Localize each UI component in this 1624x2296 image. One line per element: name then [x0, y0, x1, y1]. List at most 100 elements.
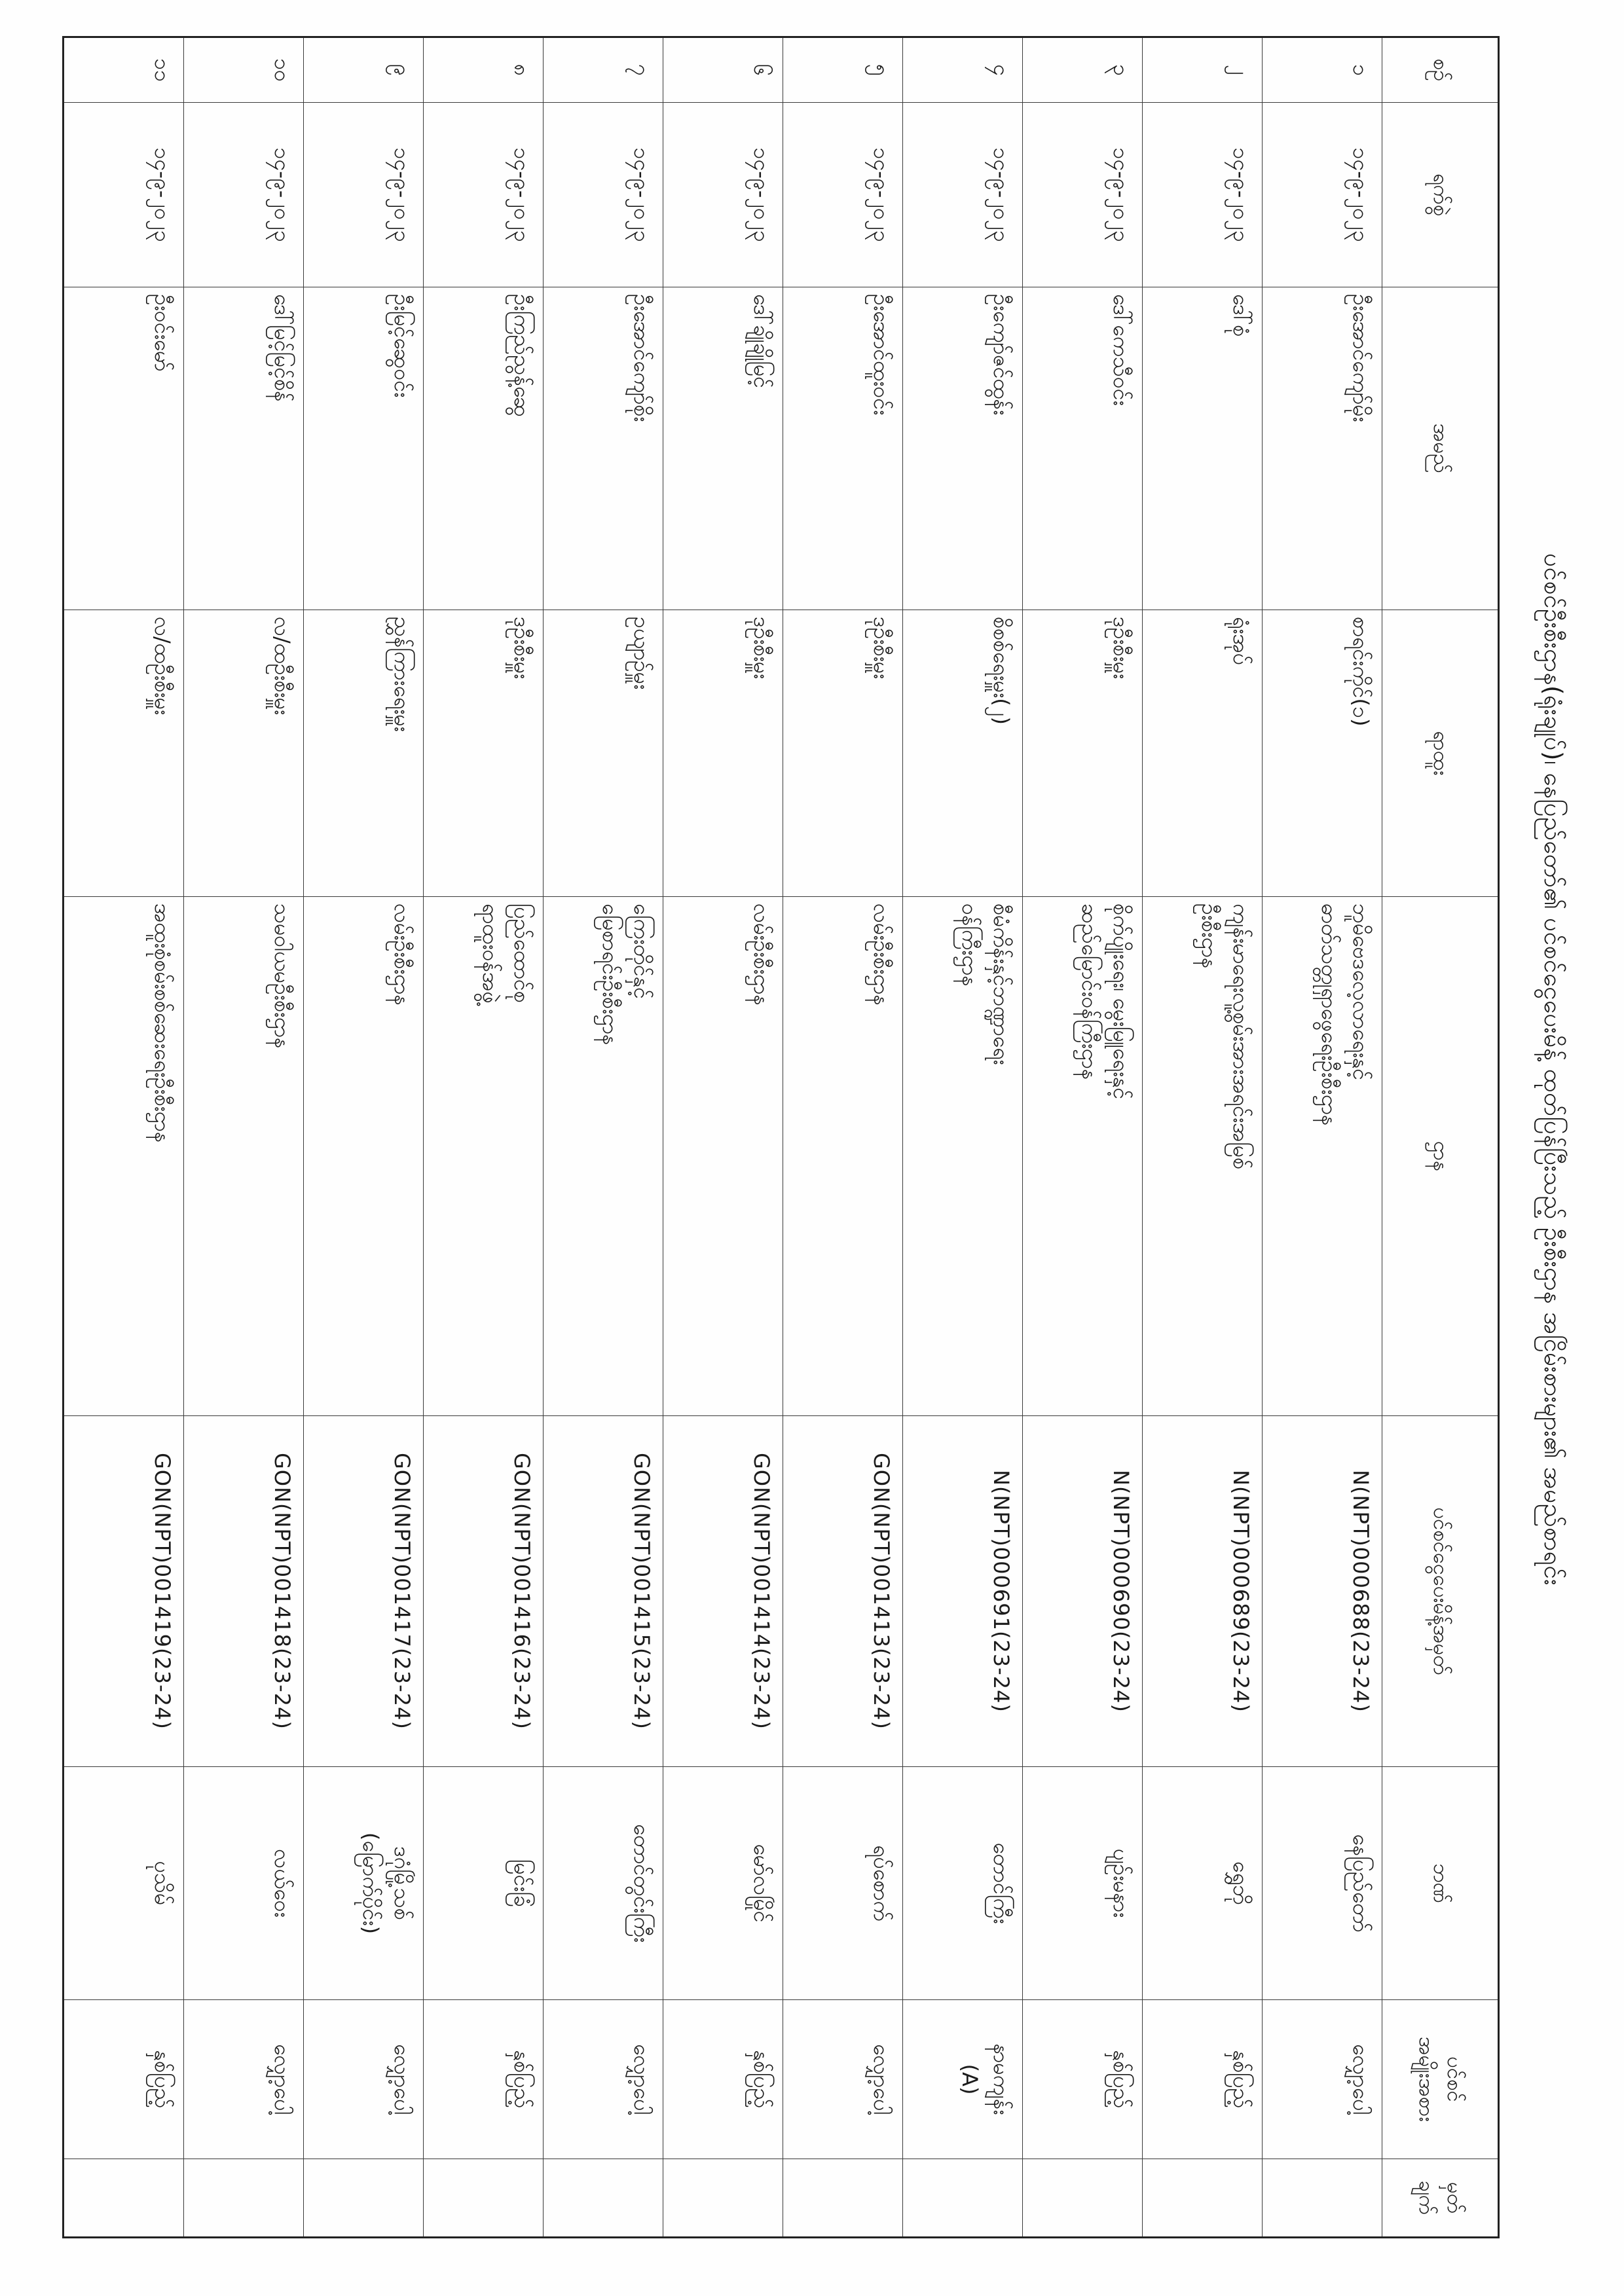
cell-bank-line: မော်လမြိုင် — [749, 1844, 774, 1923]
cell-bank-line: ဒဂုံမြို့သစ် — [390, 1846, 415, 1920]
header-serial: စဉ် — [1382, 37, 1499, 103]
header-date: ရက်စွဲ — [1382, 102, 1499, 287]
cell-remark — [183, 2159, 304, 2238]
cell-remark — [543, 2159, 663, 2238]
cell-serial: ၇ — [543, 37, 663, 103]
cell-name-line: ဦးအောင်ထူးဝင်း — [869, 294, 894, 416]
table-row: ၅၁၄-၉-၂၀၂၃ဦးအောင်ထူးဝင်းဒုဦးစီးမှူးလမ်းဦ… — [783, 37, 903, 2238]
cell-order-no: GON(NPT)001419(23-24) — [63, 1415, 184, 1767]
cell-department-line: စီမံကိန်းနှင့်ဘဏ္ဍာရေး — [989, 903, 1014, 1065]
cell-name: ဦးအောင်ကျော်မိုး — [1262, 287, 1382, 610]
cell-serial-line: ၆ — [749, 64, 774, 76]
cell-pension-type-line: လျှော့ပေါ့ — [390, 2044, 415, 2115]
cell-bank-line: (မြောက်ပိုင်း) — [358, 1832, 383, 1935]
cell-serial: ၄ — [902, 37, 1023, 103]
cell-bank-line: ပုသိမ် — [150, 1861, 175, 1906]
cell-date-line: ၁၄-၉-၂၀၂၃ — [989, 147, 1014, 242]
cell-bank: ရပ်စောက် — [783, 1766, 903, 2000]
cell-pension-type-line: နာမကျန်း — [989, 2043, 1014, 2115]
cell-department-line: ဦးစီးဌာန — [1197, 903, 1222, 969]
cell-order-no: N(NPT)000691(23-24) — [902, 1415, 1023, 1767]
header-order-no: ပင်စင်ငွေပေးမိန့်အမှတ် — [1382, 1415, 1499, 1767]
cell-order-no: GON(NPT)001413(23-24) — [783, 1415, 903, 1767]
cell-date: ၁၄-၉-၂၀၂၃ — [783, 102, 903, 287]
cell-pension-type-line: လျှော့ပေါ့ — [270, 2044, 295, 2115]
cell-name: ဒေါ်မြင့်မြင့်စိန် — [183, 287, 304, 610]
cell-name-line: ဒေါ်စုံ — [1228, 294, 1253, 337]
cell-bank-line: တောင်ကြီး — [989, 1842, 1014, 1924]
cell-name: ဒေါ်ချိုချိုမြင့် — [663, 287, 783, 610]
cell-pension-type-line: လျှော့ပေါ့ — [869, 2044, 894, 2115]
cell-serial-line: ၅ — [869, 64, 894, 76]
cell-name-line: ဦးဝင်းမော် — [150, 294, 175, 372]
header-department: ဌာန — [1382, 896, 1499, 1416]
header-name: အမည် — [1382, 287, 1499, 610]
cell-order-no-line: N(NPT)000688(23-24) — [1348, 1470, 1373, 1713]
cell-position: ညွှန်ကြားရေးမှူး — [303, 610, 424, 897]
cell-date-line: ၁၄-၉-၂၀၂၃ — [509, 147, 534, 242]
cell-pension-type: လျှော့ပေါ့ — [543, 1999, 663, 2159]
cell-position: ဥယျာဉ်မှူး — [543, 610, 663, 897]
cell-pension-type-line: (A) — [957, 2064, 982, 2095]
cell-pension-type: လျှော့ပေါ့ — [1262, 1999, 1382, 2159]
cell-date: ၁၄-၉-၂၀၂၃ — [1262, 102, 1382, 287]
cell-department-line: ရာထူးဝန်အဖွဲ့ — [478, 903, 503, 1004]
cell-remark — [423, 2159, 544, 2238]
cell-bank-line: မြင်းခြံ — [509, 1859, 534, 1907]
cell-serial-line: ၂ — [1228, 65, 1253, 75]
cell-order-no: GON(NPT)001416(23-24) — [423, 1415, 544, 1767]
cell-name: ဦးအောင်ကျော်စိုး — [543, 287, 663, 610]
cell-order-no: GON(NPT)001417(23-24) — [303, 1415, 424, 1767]
header-remark-line1: မှတ် — [1443, 2182, 1467, 2214]
cell-position-line: ဥယျာဉ်မှူး — [629, 617, 654, 690]
cell-pension-type: နှစ်ပြည့် — [663, 1999, 783, 2159]
cell-position: လ/ထဦးစီးမှူး — [63, 610, 184, 897]
cell-pension-type: နာမကျန်း (A) — [902, 1999, 1023, 2159]
cell-position-line: ဒုဦးစီးမှူး — [749, 617, 774, 680]
cell-department-line: သမဝါယမဦးစီးဌာန — [270, 903, 295, 1049]
cell-serial: ၈ — [423, 37, 544, 103]
cell-department-line: အထူးစုံစမ်းစစ်ဆေးရေးဦးစီးဌာန — [150, 903, 175, 1143]
cell-position: ဒုဦးစီးမှူး — [783, 610, 903, 897]
header-pension-type: ပင်စင် အမျိုးအစား — [1382, 1999, 1499, 2159]
cell-order-no: GON(NPT)001415(23-24) — [543, 1415, 663, 1767]
table-row: ၆၁၄-၉-၂၀၂၃ဒေါ်ချိုချိုမြင့်ဒုဦးစီးမှူးလမ… — [663, 37, 783, 2238]
cell-bank: နေပြည်တော် — [1262, 1766, 1382, 2000]
cell-department-line: ဝန်ကြီးဌာန — [957, 903, 982, 987]
cell-serial: ၁ — [1262, 37, 1382, 103]
cell-name: ဒေါ်ကေသီဝင်း — [1022, 287, 1143, 610]
cell-bank: ပျဉ်းမနား — [1022, 1766, 1143, 2000]
cell-bank-line: ရပ်စောက် — [869, 1845, 894, 1922]
cell-pension-type-line: လျှော့ပေါ့ — [1348, 2044, 1373, 2115]
cell-serial-line: ၃ — [1109, 64, 1134, 76]
cell-remark — [783, 2159, 903, 2238]
table-row: ၉၁၄-၉-၂၀၂၃ ဦးမြင့်ဆွေဝင်း ညွှန်ကြားရေးမှူး… — [303, 37, 424, 2238]
cell-department: ကျန်းမာရေးလူ့စွမ်းအားအရင်းအမြစ် ဦးစီးဌာန — [1142, 896, 1263, 1416]
cell-department: ပြည်ထောင်စု ရာထူးဝန်အဖွဲ့ — [423, 896, 544, 1416]
cell-pension-type: နှစ်ပြည့် — [63, 1999, 184, 2159]
cell-department-line: လမ်းဦးစီးဌာန — [869, 903, 894, 1006]
cell-bank: လယ်ဝေး — [183, 1766, 304, 2000]
header-pension-type-line2: အမျိုးအစား — [1414, 2037, 1438, 2122]
cell-department-line: လမ်းဦးစီးဌာန — [749, 903, 774, 1006]
cell-name: ဦးကြည်ညွန့်ဆွေ — [423, 287, 544, 610]
cell-date: ၁၄-၉-၂၀၂၃ — [423, 102, 544, 287]
cell-date: ၁၄-၉-၂၀၂၃ — [183, 102, 304, 287]
table-row: ၂၁၄-၉-၂၀၂၃ ဒေါ်စုံ ရုံးအုပ် ကျန်းမာရေးလူ့စွ… — [1142, 37, 1263, 2238]
cell-order-no: N(NPT)000689(23-24) — [1142, 1415, 1263, 1767]
cell-department-line: ဘူမိဗေဒလေ့လာရေးနှင့် — [1348, 903, 1373, 1081]
cell-name-line: ဒေါ်ချိုချိုမြင့် — [749, 294, 774, 388]
header-remark: မှတ် ချက် — [1382, 2159, 1499, 2238]
cell-pension-type: လျှော့ပေါ့ — [303, 1999, 424, 2159]
cell-name-line: ဦးမြင့်ဆွေဝင်း — [390, 294, 415, 398]
cell-date-line: ၁၄-၉-၂၀၂၃ — [749, 147, 774, 242]
cell-department: လမ်းဦးစီးဌာန — [663, 896, 783, 1416]
cell-order-no: N(NPT)000688(23-24) — [1262, 1415, 1382, 1767]
cell-department: လမ်းဦးစီးဌာန — [303, 896, 424, 1416]
cell-name-line: ဒေါ်မြင့်မြင့်စိန် — [270, 294, 295, 402]
cell-pension-type-line: နှစ်ပြည့် — [749, 2050, 774, 2109]
cell-serial: ၅ — [783, 37, 903, 103]
cell-order-no-line: GON(NPT)001417(23-24) — [390, 1453, 415, 1730]
cell-position: စိစစ်ရေးမှူး(၂) — [902, 610, 1023, 897]
